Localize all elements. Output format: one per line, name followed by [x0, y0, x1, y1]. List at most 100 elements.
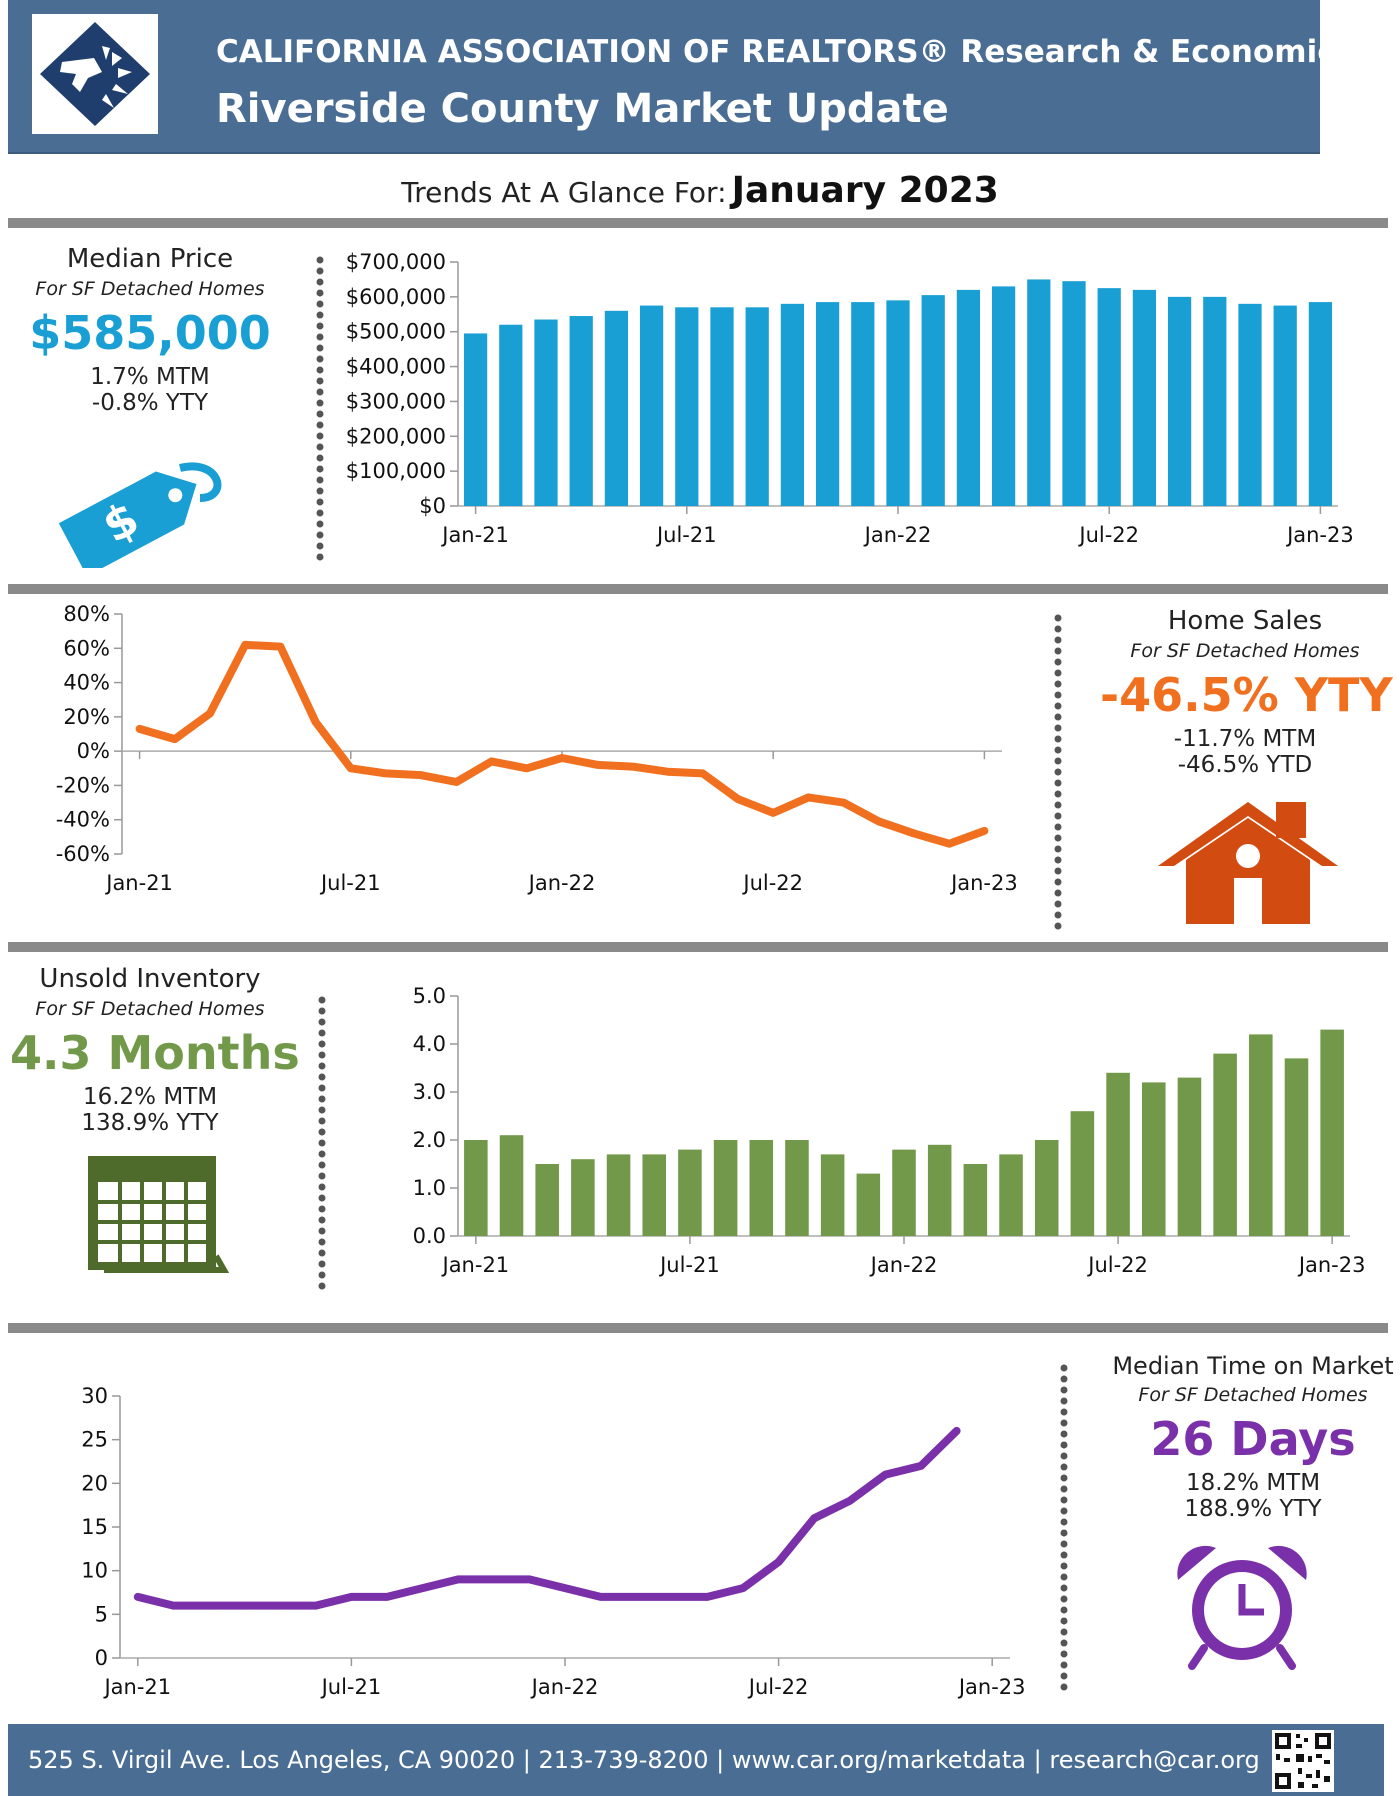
data-point: [804, 793, 812, 801]
y-tick-label: $300,000: [346, 389, 446, 413]
section-divider: [8, 584, 1388, 594]
y-tick-label: $400,000: [346, 355, 446, 379]
time-on-market-yty: 188.9% YTY: [1184, 1496, 1322, 1522]
inventory-value: 4.3 Months: [10, 1026, 300, 1080]
data-point: [276, 643, 284, 651]
inventory-title: Unsold Inventory: [39, 964, 261, 994]
trend-date: January 2023: [731, 170, 999, 211]
data-point: [739, 1584, 747, 1592]
y-tick-label: 0: [95, 1646, 108, 1670]
data-point: [910, 829, 918, 837]
y-tick-label: $100,000: [346, 459, 446, 483]
data-point: [699, 769, 707, 777]
chart-bar: [675, 307, 699, 506]
data-point: [241, 1602, 249, 1610]
data-point: [775, 1558, 783, 1566]
data-point: [593, 761, 601, 769]
x-tick-label: Jan-21: [441, 1253, 510, 1277]
y-tick-label: -20%: [56, 773, 110, 797]
chart-bar: [1034, 1140, 1059, 1236]
panel-separator: [1054, 614, 1062, 934]
data-point: [810, 1514, 818, 1522]
panel-separator: [318, 996, 326, 1300]
chart-bar: [1213, 1053, 1237, 1236]
data-point: [312, 1602, 320, 1610]
chart-bar: [1070, 1111, 1095, 1236]
chart-bar: [1284, 1058, 1309, 1236]
y-tick-label: $500,000: [346, 320, 446, 344]
x-tick-label: Jul-22: [1086, 1253, 1148, 1277]
data-point: [276, 1602, 284, 1610]
data-point: [734, 795, 742, 803]
panel-separator: [316, 256, 324, 566]
data-point: [419, 1584, 427, 1592]
home-sales-ytd: -46.5% YTD: [1177, 752, 1313, 778]
chart-bar: [1062, 281, 1086, 506]
data-point: [454, 1575, 462, 1583]
chart-bar: [1097, 288, 1121, 506]
x-tick-label: Jan-23: [957, 1675, 1026, 1699]
y-tick-label: 30: [81, 1384, 108, 1408]
y-tick-label: -40%: [56, 808, 110, 832]
y-tick-label: 15: [81, 1515, 108, 1539]
section-divider: [8, 1323, 1388, 1333]
series-line: [133, 1426, 961, 1610]
home-sales-chart: -60% -40% -20% 0% 20% 40% 60% 80% Jan-21 Jul-21 Ja…: [56, 602, 1018, 895]
x-tick-label: Jul-22: [1077, 523, 1139, 547]
x-tick-label: Jan-22: [530, 1675, 599, 1699]
x-tick-label: Jan-23: [1285, 523, 1354, 547]
x-tick-label: Jul-21: [658, 1253, 720, 1277]
chart-bar: [1308, 302, 1333, 506]
median-price-chart: $0 $100,000 $200,000 $300,000 $400,000 $500,0…: [346, 250, 1354, 547]
header-report-title: Riverside County Market Update: [216, 86, 949, 132]
data-point: [703, 1593, 711, 1601]
median-price-panel: Median Price For SF Detached Homes $585,…: [20, 244, 280, 416]
chart-bar: [1177, 1077, 1202, 1236]
median-price-subtitle: For SF Detached Homes: [35, 278, 265, 300]
alarm-clock-icon: [1168, 1540, 1316, 1674]
chart-bar: [710, 307, 734, 506]
home-sales-title: Home Sales: [1167, 606, 1323, 636]
chart-bar: [1167, 296, 1192, 506]
chart-bar: [892, 1149, 916, 1236]
x-tick-label: Jul-21: [655, 523, 717, 547]
y-tick-label: $200,000: [346, 424, 446, 448]
median-price-title: Median Price: [66, 244, 234, 274]
chart-bar: [571, 1159, 595, 1236]
chart-bar: [1027, 279, 1051, 506]
data-point: [452, 778, 460, 786]
chart-bar: [927, 1144, 952, 1236]
y-tick-label: $600,000: [346, 285, 446, 309]
data-point: [953, 1427, 961, 1435]
time-on-market-chart: 0 5 10 15 20 25 30 Jan-21 Jul-21 Jan-22 Jul-22 Jan-…: [81, 1384, 1026, 1699]
price-tag-icon: $: [30, 428, 230, 577]
chart-bar: [1249, 1034, 1273, 1236]
chart-bar: [745, 307, 769, 506]
chart-bar: [963, 1164, 988, 1236]
trend-label: Trends At A Glance For:: [401, 176, 727, 209]
chart-bar: [1106, 1072, 1130, 1236]
x-tick-label: Jan-21: [440, 523, 509, 547]
data-point: [523, 764, 531, 772]
chart-bar: [499, 1135, 524, 1236]
data-point: [312, 718, 320, 726]
chart-bar: [886, 300, 910, 506]
data-point: [917, 1462, 925, 1470]
data-point: [525, 1575, 533, 1583]
y-tick-label: $700,000: [346, 250, 446, 274]
data-point: [840, 799, 848, 807]
chart-bar: [604, 310, 629, 506]
data-point: [206, 709, 214, 717]
data-point: [488, 757, 496, 765]
y-tick-label: 80%: [63, 602, 110, 626]
chart-bar: [1273, 305, 1297, 506]
chart-bar: [1132, 289, 1157, 506]
chart-bar: [991, 286, 1016, 506]
data-point: [846, 1497, 854, 1505]
data-point: [383, 1593, 391, 1601]
y-tick-label: 5.0: [413, 984, 446, 1008]
home-sales-mtm: -11.7% MTM: [1173, 726, 1317, 752]
x-tick-label: Jan-22: [869, 1253, 938, 1277]
chart-bar: [463, 333, 488, 506]
data-point: [171, 735, 179, 743]
